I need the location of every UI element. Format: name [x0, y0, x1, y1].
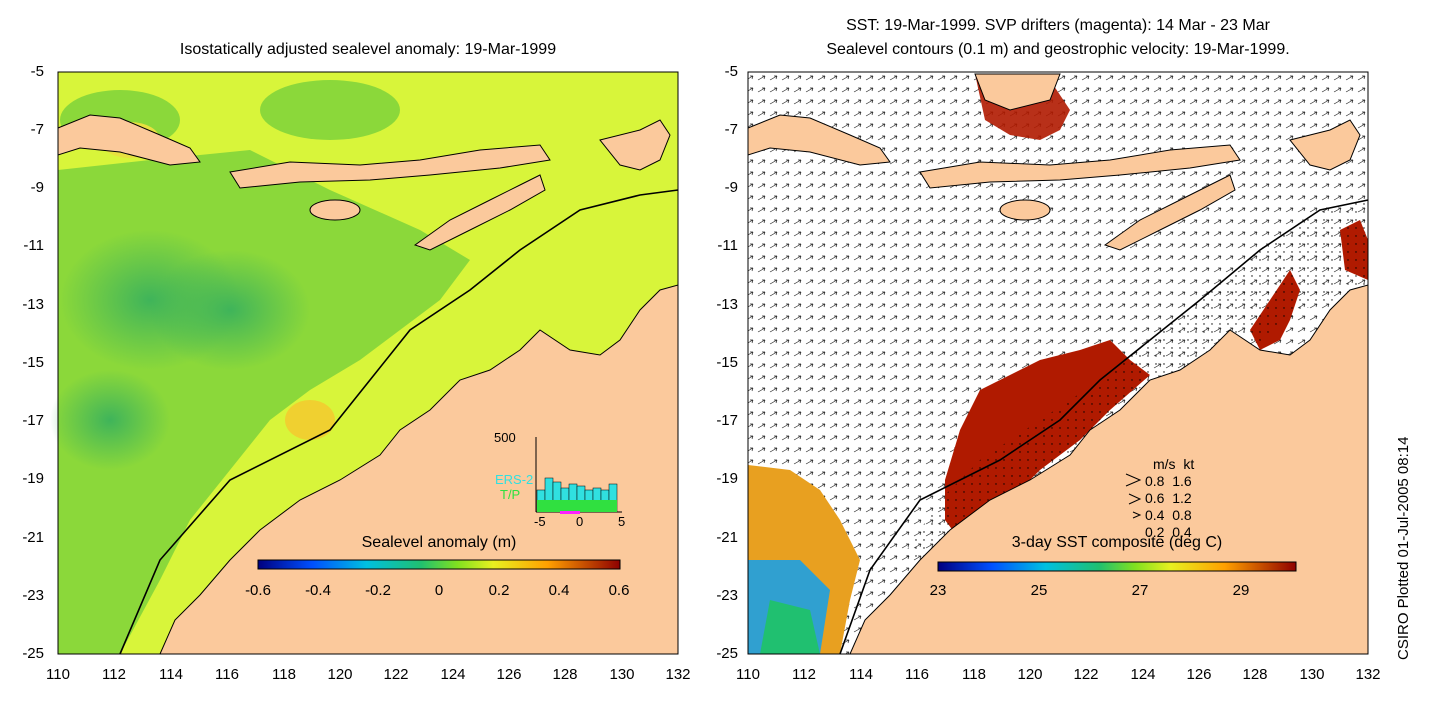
x-tick: 116 — [215, 666, 239, 683]
x-tick: 120 — [1017, 666, 1043, 683]
left-warm-patch — [285, 400, 335, 440]
y-tick: -11 — [717, 237, 738, 254]
velocity-legend-row: 0.2 0.4 — [1145, 524, 1192, 540]
y-tick: -19 — [22, 470, 44, 487]
y-tick: -11 — [23, 237, 44, 254]
right-colorbar-title: 3-day SST composite (deg C) — [1011, 534, 1223, 551]
y-tick: -7 — [30, 121, 44, 138]
right-colorbar-tick: 29 — [1232, 582, 1250, 599]
right-colorbar-tick: 27 — [1131, 582, 1149, 599]
y-tick: -19 — [716, 470, 738, 487]
y-tick: -25 — [716, 645, 738, 662]
inset-xtick: -5 — [534, 514, 546, 529]
y-tick: -13 — [716, 296, 738, 313]
x-tick: 128 — [552, 666, 578, 683]
left-indonesia-land — [57, 114, 201, 166]
inset-series1-label: ERS-2 — [495, 472, 534, 487]
y-tick: -21 — [22, 529, 44, 546]
y-tick: -25 — [22, 645, 44, 662]
left-colorbar-tick: 0 — [434, 582, 444, 599]
x-tick: 124 — [440, 666, 466, 683]
x-tick: 112 — [792, 666, 816, 683]
left-shelf-contour — [119, 189, 679, 655]
y-tick: -15 — [716, 354, 738, 371]
x-tick: 114 — [849, 666, 873, 683]
inset-xtick: 0 — [576, 514, 584, 529]
plot-credit-label: CSIRO Plotted 01-Jul-2005 08:14 — [1395, 436, 1412, 660]
x-tick: 126 — [1186, 666, 1212, 683]
left-map-title: Isostatically adjusted sealevel anomaly:… — [179, 41, 557, 58]
x-tick: 114 — [159, 666, 183, 683]
y-tick: -17 — [716, 412, 738, 429]
left-colorbar-tick: 0.2 — [488, 582, 510, 599]
x-tick: 122 — [1073, 666, 1099, 683]
x-tick: 110 — [736, 666, 760, 683]
y-tick: -5 — [724, 63, 738, 80]
left-colorbar — [257, 559, 621, 570]
x-tick: 118 — [962, 666, 986, 683]
velocity-legend-row: 0.8 1.6 — [1145, 473, 1192, 489]
y-tick: -15 — [22, 354, 44, 371]
right-map-title-line2: Sealevel contours (0.1 m) and geostrophi… — [826, 41, 1290, 58]
y-tick: -21 — [716, 529, 738, 546]
y-tick: -17 — [22, 412, 44, 429]
x-tick: 110 — [46, 666, 70, 683]
velocity-legend-row: 0.4 0.8 — [1145, 507, 1192, 523]
x-tick: 126 — [496, 666, 522, 683]
x-tick: 132 — [1355, 666, 1381, 683]
right-colorbar-tick: 25 — [1030, 582, 1048, 599]
right-colorbar — [937, 561, 1297, 572]
inset-ymax-label: 500 — [494, 430, 516, 445]
left-colorbar-tick: -0.4 — [305, 582, 331, 599]
left-colorbar-tick: 0.6 — [608, 582, 630, 599]
x-tick: 130 — [1299, 666, 1325, 683]
velocity-legend-header: m/s kt — [1153, 456, 1195, 472]
x-tick: 112 — [102, 666, 126, 683]
left-colorbar-tick: 0.4 — [548, 582, 570, 599]
velocity-legend-arrows — [1125, 473, 1142, 519]
right-colorbar-tick: 23 — [929, 582, 947, 599]
x-tick: 130 — [609, 666, 635, 683]
left-colorbar-tick: -0.6 — [245, 582, 271, 599]
y-tick: -23 — [22, 587, 44, 604]
y-tick: -7 — [724, 121, 738, 138]
left-colorbar-tick: -0.2 — [365, 582, 391, 599]
x-tick: 120 — [327, 666, 353, 683]
x-tick: 124 — [1130, 666, 1156, 683]
x-tick: 132 — [665, 666, 691, 683]
inset-xtick: 5 — [618, 514, 626, 529]
velocity-legend-row: 0.6 1.2 — [1145, 490, 1192, 506]
y-tick: -5 — [30, 63, 44, 80]
left-inset-histogram — [535, 437, 622, 514]
right-map-title-line1: SST: 19-Mar-1999. SVP drifters (magenta)… — [846, 17, 1270, 34]
x-tick: 118 — [272, 666, 296, 683]
inset-series2-label: T/P — [500, 487, 521, 502]
y-tick: -23 — [716, 587, 738, 604]
y-tick: -13 — [22, 296, 44, 313]
left-colorbar-title: Sealevel anomaly (m) — [361, 534, 517, 551]
x-tick: 122 — [383, 666, 409, 683]
y-tick: -9 — [30, 179, 44, 196]
x-tick: 128 — [1242, 666, 1268, 683]
x-tick: 116 — [905, 666, 929, 683]
y-tick: -9 — [724, 179, 738, 196]
